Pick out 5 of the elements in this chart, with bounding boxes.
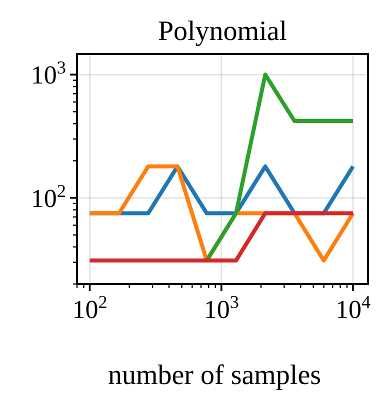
x-axis-title: number of samples	[108, 360, 322, 391]
x-tick-label: 10$^{4}$	[335, 292, 371, 324]
x-tick-label: 10$^{2}$	[72, 292, 108, 324]
x-tick-label: 10$^{3}$	[204, 292, 239, 324]
chart-title: Polynomial	[158, 16, 288, 47]
